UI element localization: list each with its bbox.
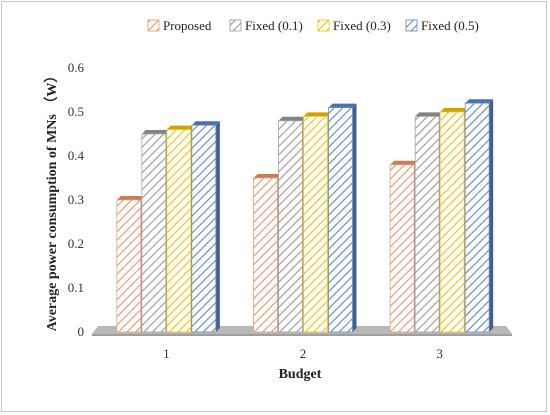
legend-swatch [229,19,242,32]
y-tick-label: 0.5 [68,104,84,119]
legend-label: Fixed (0.3) [333,18,391,33]
x-axis-ticks: 1 2 3 [163,346,443,361]
y-tick-label: 0.6 [68,60,85,75]
x-axis-title: Budget [279,367,322,382]
bar-fixed-0-3-2 [303,112,332,333]
x-tick-label: 1 [163,346,170,361]
y-axis-title: Average power consumption of MNs （W） [44,69,60,332]
legend-label: Proposed [163,18,212,33]
legend-label: Fixed (0.1) [245,18,303,33]
legend-label: Fixed (0.5) [421,18,479,33]
x-tick-label: 3 [436,346,443,361]
y-tick-label: 0.4 [68,148,85,163]
bar-fixed-0-5-3 [464,99,494,333]
bar-proposed-3 [389,160,419,333]
bar-fixed-0-5-2 [328,103,357,333]
floor-edge [92,334,512,336]
bar-proposed-1 [116,196,145,333]
y-tick-label: 0.1 [68,280,84,295]
legend-item-fixed-0-1: Fixed (0.1) [229,18,303,33]
legend-swatch [147,19,160,32]
y-tick-label: 0 [78,324,85,339]
legend-item-fixed-0-5: Fixed (0.5) [405,18,479,33]
bar-fixed-0-3-3 [439,108,469,333]
bars [116,99,494,333]
legend-item-proposed: Proposed [147,18,212,33]
legend: Proposed Fixed (0.1) Fixed (0.3) Fixed (0.5… [147,18,479,33]
legend-swatch [405,19,418,32]
y-axis-ticks: 0 0.1 0.2 0.3 0.4 0.5 0.6 [68,60,85,339]
legend-swatch [317,19,330,32]
bar-fixed-0-1-2 [278,116,307,333]
y-tick-label: 0.2 [68,236,84,251]
y-tick-label: 0.3 [68,192,84,207]
bar-fixed-0-5-1 [191,121,220,333]
bar-fixed-0-1-1 [141,130,170,333]
bar-proposed-2 [253,174,282,333]
bar-fixed-0-3-1 [166,125,195,333]
bar-fixed-0-1-3 [414,112,444,333]
legend-item-fixed-0-3: Fixed (0.3) [317,18,391,33]
x-tick-label: 2 [300,346,307,361]
